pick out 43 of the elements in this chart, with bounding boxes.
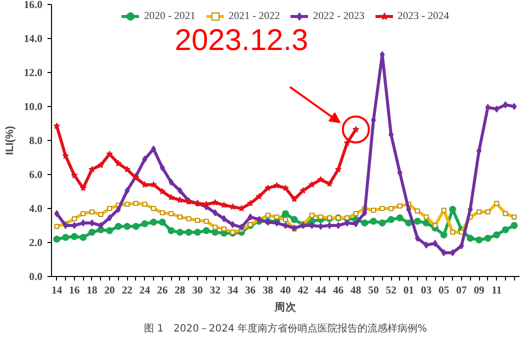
x-tick-label: 38	[262, 286, 274, 296]
y-tick-label: 2.0	[29, 238, 43, 249]
x-tick-label: 48	[350, 286, 362, 296]
x-tick-label: 46	[332, 286, 344, 296]
x-tick-label: 34	[227, 286, 239, 296]
x-tick-label: 32	[210, 286, 220, 296]
x-tick-label: 30	[192, 286, 203, 296]
x-tick-label: 07	[456, 286, 468, 296]
y-tick-label: 12.0	[24, 68, 43, 79]
legend-label: 2022 - 2023	[313, 10, 365, 22]
y-tick-label: 8.0	[29, 136, 43, 147]
x-tick-label: 28	[174, 286, 186, 296]
y-tick-label: 14.0	[24, 34, 43, 45]
y-tick-label: 6.0	[29, 170, 43, 181]
x-tick-label: 22	[122, 286, 132, 296]
x-tick-label: 36	[244, 286, 256, 296]
x-tick-label: 05	[438, 286, 450, 296]
legend-label: 2023 - 2024	[398, 10, 450, 22]
annotation: 2023.12.3	[174, 24, 308, 57]
x-tick-label: 50	[368, 286, 379, 296]
x-tick-label: 20	[104, 286, 115, 296]
x-tick-label: 52	[386, 286, 396, 296]
x-tick-label: 42	[298, 286, 308, 296]
y-tick-label: 10.0	[24, 102, 43, 113]
y-tick-label: 16.0	[24, 0, 43, 11]
x-tick-label: 18	[86, 286, 98, 296]
y-axis-title: ILI(%)	[4, 126, 16, 155]
caption: 图 1 2020－2024 年度南方省份哨点医院报告的流感样病例%	[144, 322, 428, 334]
x-tick-label: 01	[403, 286, 414, 296]
legend-label: 2021 - 2022	[228, 10, 280, 22]
x-tick-label: 24	[139, 286, 151, 296]
y-tick-label: 0.0	[29, 272, 43, 283]
x-tick-label: 16	[69, 286, 80, 296]
x-axis-title: 周次	[274, 302, 298, 314]
x-tick-label: 09	[474, 286, 484, 296]
legend-label: 2020 - 2021	[144, 10, 196, 22]
x-tick-label: 44	[315, 286, 327, 296]
x-tick-label: 11	[492, 286, 502, 296]
x-tick-label: 14	[51, 286, 63, 296]
x-tick-label: 40	[280, 286, 291, 296]
x-tick-label: 26	[157, 286, 168, 296]
y-tick-label: 4.0	[29, 204, 43, 215]
x-tick-label: 03	[420, 286, 432, 296]
